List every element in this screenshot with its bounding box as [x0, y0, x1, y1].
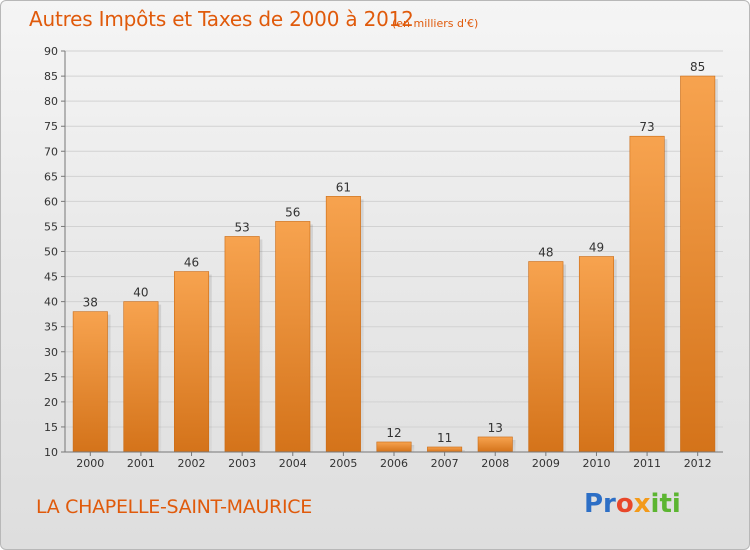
- y-tick-label: 80: [44, 95, 58, 108]
- logo-part-x: x: [633, 489, 651, 519]
- x-tick-label: 2001: [127, 457, 155, 470]
- data-label: 85: [690, 60, 705, 74]
- bar-2002: [174, 271, 210, 453]
- bars: 38 40 46 53 56 61 12 11 13 48 49 73 85: [72, 60, 718, 453]
- logo-part-iti: iti: [650, 489, 681, 519]
- x-tick-label: 2010: [582, 457, 610, 470]
- y-tick-label: 75: [44, 120, 58, 133]
- y-tick-label: 70: [44, 145, 58, 158]
- x-tick-label: 2003: [228, 457, 256, 470]
- y-tick-label: 55: [44, 220, 58, 233]
- bar-2010: [578, 256, 614, 453]
- data-label: 49: [589, 241, 604, 255]
- logo-part-pr: Pr: [584, 489, 616, 519]
- y-tick-label: 65: [44, 170, 58, 183]
- chart-subtitle: (en milliers d'€): [392, 17, 479, 30]
- chart-title: Autres Impôts et Taxes de 2000 à 2012: [29, 7, 414, 31]
- data-label: 40: [133, 286, 148, 300]
- y-tick-label: 20: [44, 396, 58, 409]
- y-axis: 10 15 20 25 30 35 40 45 50 55 60 65 70 75 80 85 90: [44, 45, 66, 459]
- y-tick-label: 15: [44, 421, 58, 434]
- y-tick-label: 25: [44, 371, 58, 384]
- x-tick-label: 2008: [481, 457, 509, 470]
- data-label: 13: [488, 421, 503, 435]
- y-tick-label: 10: [44, 446, 58, 459]
- grid-lines: [65, 50, 723, 453]
- y-tick-label: 60: [44, 195, 58, 208]
- x-tick-label: 2000: [76, 457, 104, 470]
- x-tick-label: 2005: [329, 457, 357, 470]
- x-tick-label: 2009: [532, 457, 560, 470]
- data-label: 11: [437, 431, 452, 445]
- y-tick-label: 85: [44, 70, 58, 83]
- x-tick-label: 2012: [684, 457, 712, 470]
- x-tick-label: 2011: [633, 457, 661, 470]
- x-tick-label: 2006: [380, 457, 408, 470]
- data-label: 61: [336, 180, 351, 194]
- x-axis: 2000 2001 2002 2003 2004 2005 2006 2007 2008 2009…: [65, 451, 723, 470]
- logo-part-o: o: [615, 489, 634, 519]
- proxiti-logo: Proxiti: [584, 489, 681, 519]
- bar-2004: [275, 221, 311, 453]
- y-tick-label: 45: [44, 271, 58, 284]
- y-tick-label: 35: [44, 321, 58, 334]
- bar-2008: [477, 436, 513, 453]
- data-label: 48: [538, 246, 553, 260]
- x-tick-label: 2002: [178, 457, 206, 470]
- data-label: 38: [83, 296, 98, 310]
- bar-2005: [325, 196, 361, 453]
- bar-2011: [629, 135, 665, 453]
- city-name: LA CHAPELLE-SAINT-MAURICE: [36, 496, 312, 518]
- bar-2012: [680, 75, 716, 453]
- y-tick-label: 40: [44, 296, 58, 309]
- bar-2009: [528, 261, 564, 453]
- data-label: 56: [285, 205, 300, 219]
- y-tick-label: 50: [44, 246, 58, 259]
- bar-2007: [427, 446, 463, 453]
- y-tick-label: 30: [44, 346, 58, 359]
- bar-2000: [72, 311, 108, 453]
- data-label: 12: [386, 426, 401, 440]
- bar-2006: [376, 441, 412, 453]
- x-tick-label: 2004: [279, 457, 307, 470]
- x-tick-label: 2007: [431, 457, 459, 470]
- bar-2003: [224, 236, 260, 453]
- bar-2001: [123, 301, 159, 453]
- data-label: 73: [639, 120, 654, 134]
- data-label: 53: [235, 220, 250, 234]
- y-tick-label: 90: [44, 45, 58, 58]
- data-label: 46: [184, 256, 199, 270]
